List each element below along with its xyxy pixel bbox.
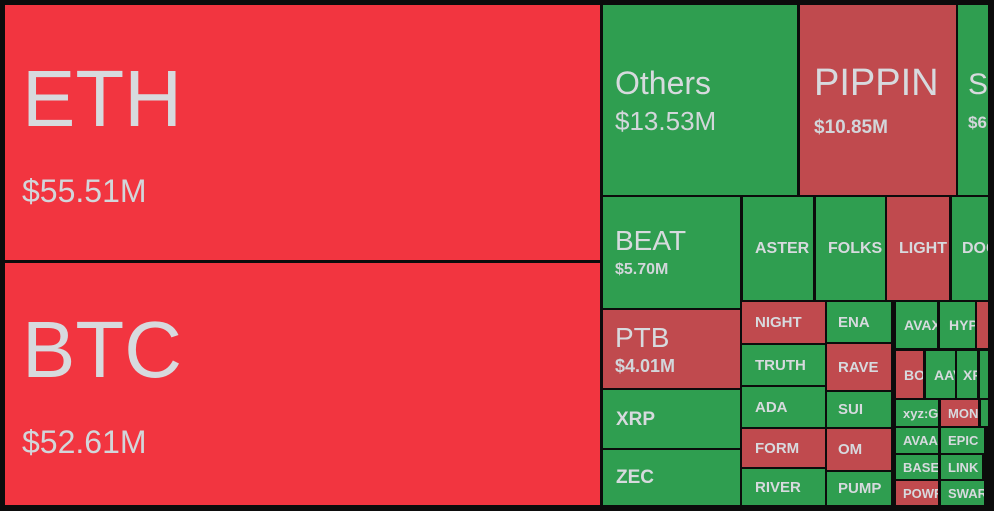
tile-value: $13.53M bbox=[615, 105, 717, 136]
tile-label: POWR bbox=[903, 485, 938, 501]
tile-label: DOGE bbox=[962, 239, 988, 257]
tile-xrp[interactable]: XRP bbox=[603, 390, 740, 448]
tile-ena[interactable]: ENA bbox=[827, 302, 891, 342]
tile-xpl[interactable]: XPL bbox=[957, 351, 977, 398]
tile-value: $5.70M bbox=[615, 261, 669, 278]
tile-label: LIGHT bbox=[899, 239, 947, 257]
tile-sliver-g1[interactable] bbox=[980, 351, 988, 398]
tile-rave[interactable]: RAVE bbox=[827, 344, 891, 390]
tile-bonk[interactable]: BONK bbox=[896, 351, 923, 398]
tile-label: LINK bbox=[948, 459, 979, 475]
tile-link[interactable]: LINK bbox=[941, 455, 982, 479]
tile-label: ETH bbox=[22, 53, 182, 143]
tile-sui[interactable]: SUI bbox=[827, 392, 891, 427]
tile-label: ADA bbox=[755, 398, 788, 416]
tile-avax[interactable]: AVAX bbox=[896, 302, 937, 348]
tile-label: SUI bbox=[838, 401, 864, 418]
tile-label: PTB bbox=[615, 321, 670, 353]
tile-label: AVAX bbox=[904, 317, 937, 333]
tile-label: BONK bbox=[904, 366, 923, 383]
tile-swarms[interactable]: SWARMS bbox=[941, 481, 984, 505]
tile-xyzg[interactable]: xyz:G bbox=[896, 400, 938, 426]
tile-label: NIGHT bbox=[755, 314, 802, 331]
tile-sol[interactable]: SOL $6 bbox=[958, 5, 988, 195]
tile-label: Others bbox=[615, 64, 712, 101]
tile-label: RAVE bbox=[838, 358, 879, 376]
tile-ptb[interactable]: PTB $4.01M bbox=[603, 310, 740, 388]
tile-label: PUMP bbox=[838, 480, 882, 497]
tile-base[interactable]: BASE bbox=[896, 455, 938, 479]
tile-value: $4.01M bbox=[615, 355, 676, 376]
tile-label: BASE bbox=[903, 459, 938, 475]
tile-label: FOLKS bbox=[828, 239, 883, 257]
tile-beat[interactable]: BEAT $5.70M bbox=[603, 197, 740, 308]
tile-pump[interactable]: PUMP bbox=[827, 472, 891, 505]
tile-others[interactable]: Others $13.53M bbox=[603, 5, 797, 195]
tile-label: xyz:G bbox=[903, 405, 938, 421]
tile-epic[interactable]: EPIC bbox=[941, 428, 984, 453]
tile-pippin[interactable]: PIPPIN $10.85M bbox=[800, 5, 956, 195]
tile-label: PIPPIN bbox=[814, 61, 939, 104]
tile-value: $10.85M bbox=[814, 116, 888, 138]
tile-label: ASTER bbox=[755, 239, 810, 257]
tile-sliver-g2[interactable] bbox=[981, 400, 988, 426]
tile-label: SOL bbox=[968, 67, 988, 101]
tile-powr[interactable]: POWR bbox=[896, 481, 938, 505]
tile-river[interactable]: RIVER bbox=[742, 469, 825, 505]
tile-sliver-r1[interactable] bbox=[977, 302, 988, 348]
tile-label: BTC bbox=[22, 305, 182, 394]
tile-label: HYPE bbox=[949, 317, 975, 333]
tile-label: BEAT bbox=[615, 225, 687, 256]
tile-avaai[interactable]: AVAAI bbox=[896, 428, 938, 453]
tile-label: RIVER bbox=[755, 478, 801, 496]
tile-doge[interactable]: DOGE bbox=[952, 197, 988, 300]
tile-ada[interactable]: ADA bbox=[742, 387, 825, 427]
tile-om[interactable]: OM bbox=[827, 429, 891, 470]
tile-mon[interactable]: MON bbox=[941, 400, 978, 426]
tile-label: AVAAI bbox=[903, 433, 938, 448]
tile-value: $55.51M bbox=[22, 172, 147, 209]
tile-label: SWARMS bbox=[948, 485, 984, 501]
tile-label: AAVE bbox=[934, 366, 955, 383]
tile-light[interactable]: LIGHT bbox=[887, 197, 949, 300]
tile-label: OM bbox=[838, 441, 863, 458]
tile-label: XRP bbox=[616, 408, 656, 430]
tile-label: ZEC bbox=[616, 467, 654, 488]
tile-label: FORM bbox=[755, 439, 800, 457]
tile-folks[interactable]: FOLKS bbox=[816, 197, 885, 300]
tile-hype[interactable]: HYPE bbox=[940, 302, 975, 348]
tile-aave[interactable]: AAVE bbox=[926, 351, 955, 398]
tile-btc[interactable]: BTC $52.61M bbox=[5, 263, 600, 505]
tile-zec[interactable]: ZEC bbox=[603, 450, 740, 505]
tile-night[interactable]: NIGHT bbox=[742, 302, 825, 343]
tile-value: $52.61M bbox=[22, 424, 147, 460]
tile-label: XPL bbox=[963, 366, 977, 383]
tile-label: ENA bbox=[838, 313, 870, 331]
tile-label: EPIC bbox=[948, 433, 979, 448]
tile-eth[interactable]: ETH $55.51M bbox=[5, 5, 600, 260]
tile-truth[interactable]: TRUTH bbox=[742, 345, 825, 385]
tile-value: $6 bbox=[968, 112, 987, 132]
tile-label: TRUTH bbox=[755, 356, 806, 374]
tile-form[interactable]: FORM bbox=[742, 429, 825, 467]
tile-label: MON bbox=[948, 405, 978, 421]
tile-aster[interactable]: ASTER bbox=[743, 197, 813, 300]
